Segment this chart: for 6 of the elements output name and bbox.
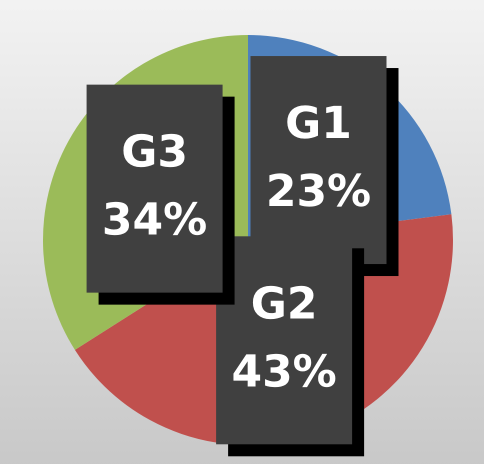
data-label: 23% — [266, 166, 372, 218]
slice-label: G3 — [121, 126, 188, 178]
slice-label: G1 — [285, 98, 352, 150]
slice-label: G2 — [250, 278, 318, 330]
data-label: 34% — [102, 194, 208, 246]
data-label: 43% — [231, 346, 337, 398]
